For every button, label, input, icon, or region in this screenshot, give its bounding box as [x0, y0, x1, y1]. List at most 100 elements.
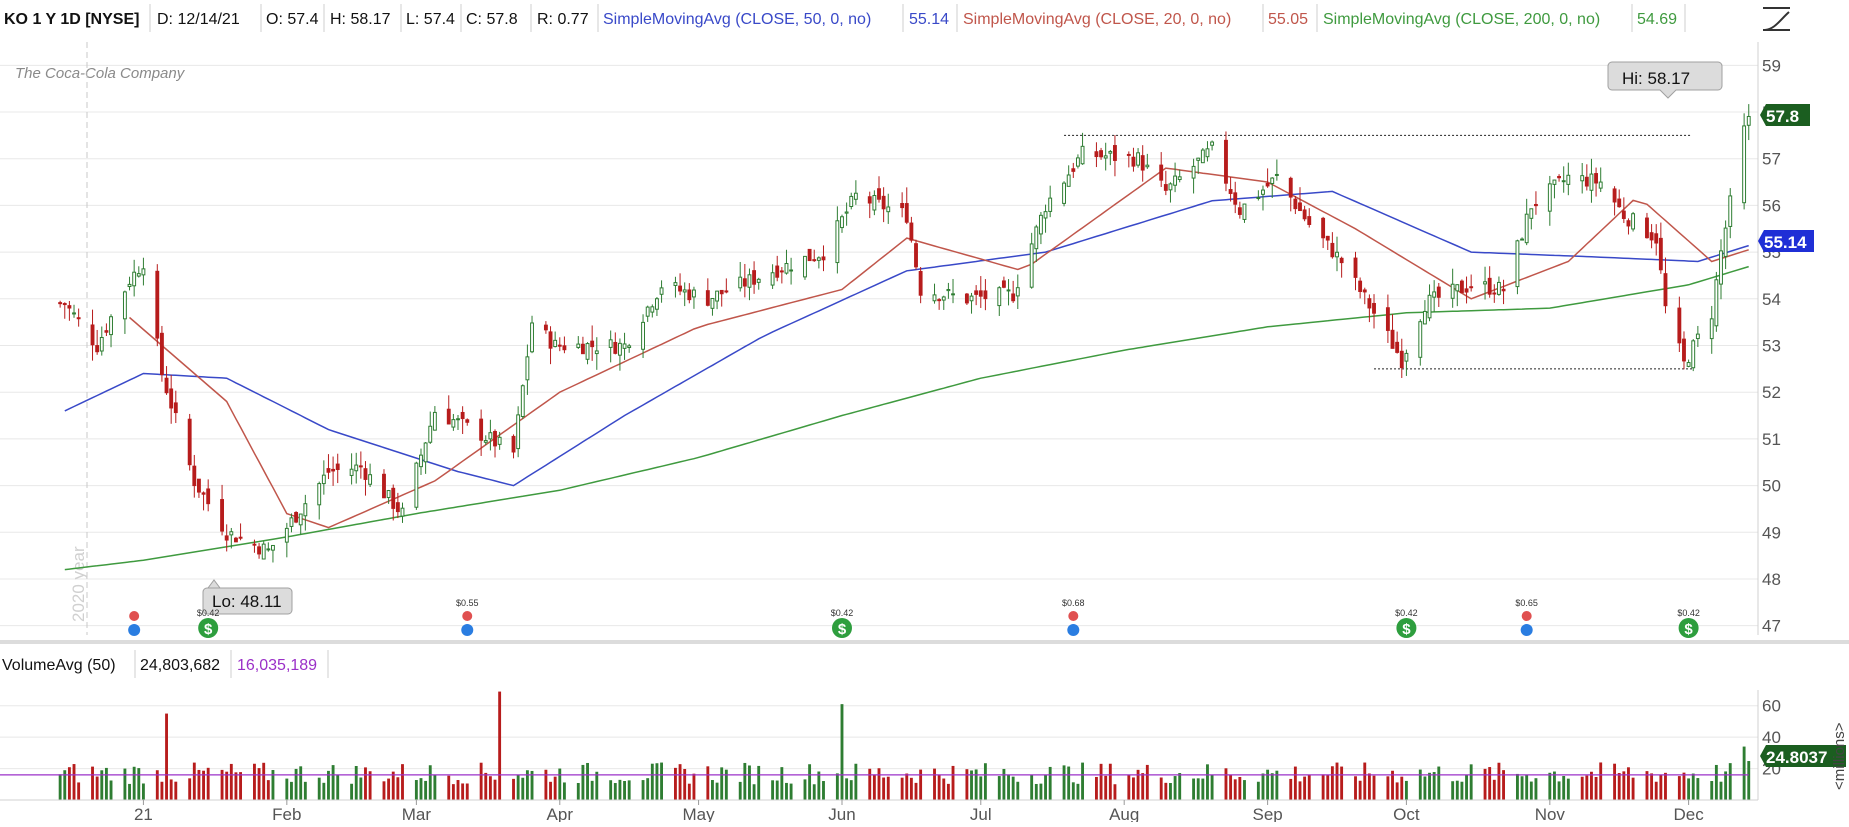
volume-unit-label: <millions>: [1831, 722, 1848, 790]
volume-bar: [1007, 774, 1010, 800]
candle: [192, 454, 197, 498]
volume-bar: [336, 774, 340, 800]
volume-bar: [461, 783, 465, 800]
price-grid: [0, 64, 1758, 627]
info-icon: [1520, 624, 1533, 636]
candle: [969, 292, 974, 314]
candle: [756, 277, 761, 290]
volume-bar: [1664, 772, 1667, 800]
candle: [682, 282, 687, 307]
candle: [1529, 208, 1534, 230]
candle: [1709, 305, 1714, 354]
sma50-value: 55.14: [909, 11, 949, 28]
candle: [1200, 148, 1205, 164]
volume-avg-value: 16,035,189: [237, 657, 317, 674]
candle: [1330, 232, 1335, 259]
volume-bar: [1488, 767, 1492, 800]
sma50-label[interactable]: SimpleMovingAvg (CLOSE, 50, 0, no): [603, 11, 871, 28]
candle: [724, 278, 729, 294]
candle: [1103, 142, 1108, 171]
candle: [1626, 218, 1631, 235]
candle: [1561, 166, 1566, 193]
volume-bar: [1108, 763, 1112, 800]
candle: [974, 285, 979, 306]
volume-bar: [1266, 769, 1270, 800]
last-price-text: 57.8: [1766, 107, 1799, 126]
dividend-marker[interactable]: $0.42 $: [831, 608, 854, 638]
volume-avg-label[interactable]: VolumeAvg (50): [2, 657, 116, 674]
candle: [650, 304, 655, 318]
volume-bar: [1599, 762, 1603, 800]
candle: [655, 297, 659, 316]
volume-bar: [1594, 776, 1598, 800]
earnings-icon: [1068, 611, 1079, 621]
volume-bar: [253, 763, 256, 800]
sma200-line: [64, 265, 1749, 571]
volume-bar: [1363, 762, 1367, 800]
volume-bar: [576, 782, 580, 800]
volume-bar: [946, 783, 950, 800]
candle: [58, 300, 63, 308]
candle: [127, 276, 132, 291]
dividend-marker[interactable]: $0.55: [456, 598, 479, 636]
dividend-marker[interactable]: $0.42 $: [197, 608, 220, 638]
volume-bar: [674, 767, 677, 800]
volume-bar: [1515, 773, 1519, 800]
candle: [511, 434, 516, 459]
time-tick-label: Jun: [828, 805, 855, 822]
volume-bar: [854, 763, 858, 800]
dividend-marker[interactable]: $0.42 $: [1395, 608, 1418, 638]
volume-bar: [1455, 780, 1459, 800]
drawing-tool-icon[interactable]: [1763, 7, 1790, 31]
candle: [659, 280, 664, 303]
candle: [1274, 159, 1279, 181]
volume-bar: [155, 770, 159, 800]
candle: [136, 266, 141, 278]
candle: [109, 314, 113, 348]
volume-bar: [290, 781, 293, 800]
sma200-label[interactable]: SimpleMovingAvg (CLOSE, 200, 0, no): [1323, 11, 1600, 28]
candle: [1242, 203, 1247, 223]
volume-bar: [549, 781, 552, 800]
candle: [941, 295, 946, 310]
candle: [1163, 170, 1168, 196]
volume-bar: [1372, 775, 1376, 800]
candle: [608, 330, 613, 363]
volume-bar: [1270, 773, 1274, 800]
candle: [1140, 145, 1145, 182]
volume-bar: [581, 764, 585, 800]
candle: [1598, 167, 1603, 193]
volume-bar: [868, 768, 872, 800]
volume-bar: [327, 770, 330, 800]
volume-bar: [465, 783, 469, 800]
dividend-marker[interactable]: $0.42 $: [1677, 608, 1700, 638]
dividend-marker[interactable]: $0.65: [1515, 598, 1538, 636]
time-tick-label: Nov: [1535, 805, 1566, 822]
volume-bar: [1229, 775, 1233, 800]
dividend-markers: $0.42 $ $0.55 $0.42 $ $0.68 $0.42 $ $0.65 $0.42 $: [128, 598, 1700, 638]
volume-bar: [396, 777, 400, 800]
dividend-icon: [1678, 618, 1699, 638]
symbol-label[interactable]: KO 1 Y 1D [NYSE]: [4, 11, 139, 28]
volume-bar: [1654, 781, 1658, 800]
volume-bar: [484, 772, 488, 800]
candle: [641, 314, 645, 358]
candle: [548, 326, 553, 365]
info-icon: [128, 624, 141, 636]
time-tick-label: Feb: [272, 805, 301, 822]
volume-bar: [785, 782, 788, 800]
candle: [710, 297, 715, 316]
info-icon: [461, 624, 474, 636]
volume-bar: [322, 782, 326, 800]
candle: [1395, 331, 1400, 354]
candle: [617, 338, 622, 371]
candle: [62, 302, 67, 319]
dividend-marker[interactable]: [128, 611, 141, 636]
sma200-value: 54.69: [1637, 11, 1677, 28]
candle: [483, 435, 488, 445]
volume-bar: [206, 767, 210, 800]
sma20-label[interactable]: SimpleMovingAvg (CLOSE, 20, 0, no): [963, 11, 1231, 28]
dividend-marker[interactable]: $0.68: [1062, 598, 1085, 636]
